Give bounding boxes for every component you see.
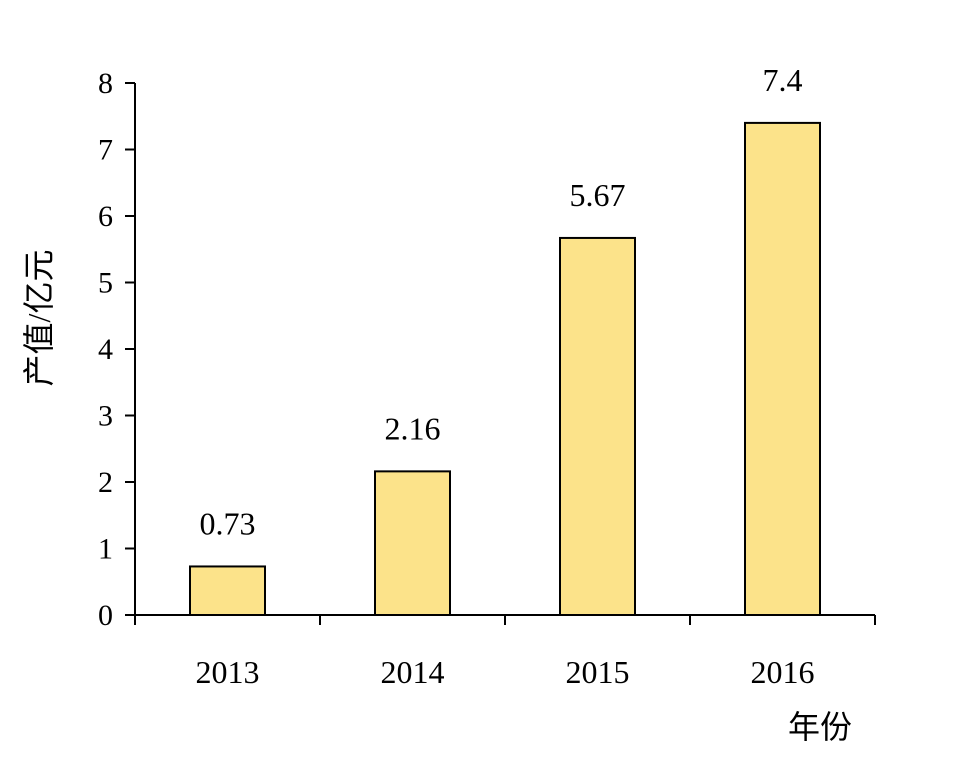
data-label: 2.16 [385,410,441,446]
x-tick-label: 2016 [751,654,815,690]
bar [374,470,451,616]
y-tick-label: 3 [98,400,113,433]
data-label: 7.4 [763,62,803,98]
y-axis: 0 1 2 3 4 5 6 7 8 [98,67,136,632]
x-axis-title: 年份 [788,709,852,745]
bar [744,121,821,617]
y-tick-label: 4 [98,333,113,366]
y-tick-label: 5 [98,267,113,300]
x-tick-label: 2013 [196,654,260,690]
y-tick-label: 0 [98,599,113,632]
y-tick-label: 6 [98,200,113,233]
x-tick-label: 2014 [381,654,445,690]
bars [189,121,821,617]
data-labels: 0.73 2.16 5.67 7.4 [200,62,803,542]
x-axis: 2013 2014 2015 2016 [134,614,876,690]
bar [189,565,266,617]
y-tick-label: 1 [98,533,113,566]
data-label: 5.67 [570,177,626,213]
y-tick-label: 8 [98,67,113,100]
data-label: 0.73 [200,505,256,541]
y-axis-title: 产值/亿元 [21,250,57,387]
y-tick-label: 2 [98,466,113,499]
x-tick-label: 2015 [566,654,630,690]
y-tick-label: 7 [98,134,113,167]
bar [559,236,636,616]
